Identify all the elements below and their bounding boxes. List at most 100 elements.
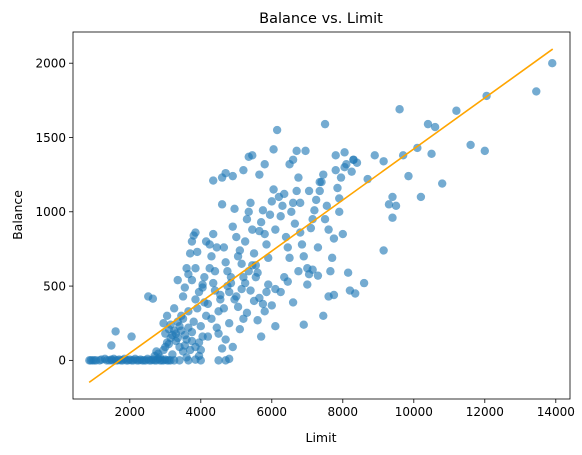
x-tick-label: 10000: [395, 405, 433, 419]
data-point: [276, 212, 285, 221]
data-point: [319, 311, 328, 320]
data-point: [430, 122, 440, 132]
data-point: [221, 335, 230, 344]
data-point: [242, 308, 252, 318]
data-point: [232, 232, 241, 242]
data-point: [452, 106, 461, 115]
x-tick-label: 8000: [328, 405, 359, 419]
data-point: [217, 200, 227, 209]
data-point: [240, 278, 250, 288]
data-point: [285, 253, 294, 263]
data-point: [548, 59, 557, 68]
y-tick-label: 1000: [35, 205, 66, 219]
x-tick-label: 6000: [257, 405, 288, 419]
data-point: [336, 173, 346, 182]
data-point: [244, 207, 253, 216]
data-point: [107, 341, 116, 350]
data-point: [185, 249, 195, 258]
data-point: [189, 317, 198, 326]
data-point: [324, 225, 333, 234]
data-point: [198, 280, 207, 289]
y-axis-ticks: 0 500 1000 1500 2000: [35, 57, 73, 368]
data-point: [299, 252, 308, 261]
data-point: [320, 215, 330, 224]
fit-line-group: [88, 48, 554, 384]
data-point: [379, 157, 388, 166]
y-tick-label: 1500: [35, 131, 66, 145]
data-point: [288, 198, 298, 208]
data-point: [219, 304, 229, 313]
data-point: [331, 165, 340, 175]
x-tick-label: 14000: [537, 405, 575, 419]
data-point: [329, 290, 339, 300]
data-point: [283, 277, 292, 286]
data-point: [228, 342, 237, 352]
data-point: [216, 290, 225, 300]
data-point: [248, 225, 257, 234]
data-point: [343, 268, 353, 277]
plot-frame: [72, 31, 571, 400]
y-axis-label: Balance: [10, 190, 25, 240]
fit-line: [88, 48, 554, 384]
data-point: [319, 170, 328, 179]
data-point: [178, 292, 188, 301]
data-point: [311, 195, 321, 205]
data-point: [269, 185, 278, 194]
data-point: [173, 275, 182, 285]
data-point: [404, 171, 413, 181]
data-point: [205, 240, 214, 249]
data-point: [230, 204, 239, 214]
data-point: [301, 146, 310, 156]
data-point: [180, 283, 190, 292]
data-point: [155, 353, 165, 362]
data-point: [290, 219, 300, 228]
data-point: [162, 311, 172, 320]
data-point: [335, 207, 344, 216]
data-point: [217, 344, 227, 353]
data-point: [207, 252, 216, 261]
data-point: [340, 148, 349, 157]
data-point: [256, 217, 266, 227]
data-point: [320, 119, 330, 129]
data-point: [299, 320, 308, 329]
data-point: [255, 170, 264, 179]
data-point: [292, 186, 301, 196]
data-point: [315, 186, 324, 196]
data-point: [200, 272, 209, 282]
data-point: [209, 278, 218, 288]
data-point: [379, 246, 388, 255]
data-point: [228, 171, 237, 181]
data-point: [438, 179, 447, 188]
data-point: [326, 267, 335, 276]
data-point: [187, 275, 197, 285]
data-point: [249, 249, 259, 258]
data-point: [251, 272, 261, 282]
data-point: [333, 183, 342, 193]
data-point: [294, 173, 303, 182]
data-point: [233, 302, 243, 312]
y-tick-label: 0: [58, 354, 66, 368]
data-point: [260, 160, 269, 169]
data-point: [308, 265, 317, 274]
data-point: [313, 243, 323, 252]
data-point: [194, 351, 204, 361]
y-tick-label: 2000: [35, 57, 66, 71]
x-tick-label: 4000: [186, 405, 217, 419]
data-point: [219, 243, 229, 252]
data-point: [209, 176, 218, 185]
y-tick-label: 500: [43, 279, 66, 293]
data-point: [329, 234, 339, 243]
data-point: [246, 286, 255, 295]
x-axis-label: Limit: [306, 430, 337, 445]
data-point: [225, 354, 234, 364]
data-point: [225, 319, 234, 328]
data-point: [235, 324, 245, 334]
data-point: [351, 289, 360, 298]
data-point: [416, 192, 426, 202]
data-point: [248, 151, 257, 160]
data-point: [313, 271, 323, 280]
data-point: [239, 165, 248, 175]
data-point: [221, 258, 230, 267]
x-tick-label: 12000: [466, 405, 504, 419]
